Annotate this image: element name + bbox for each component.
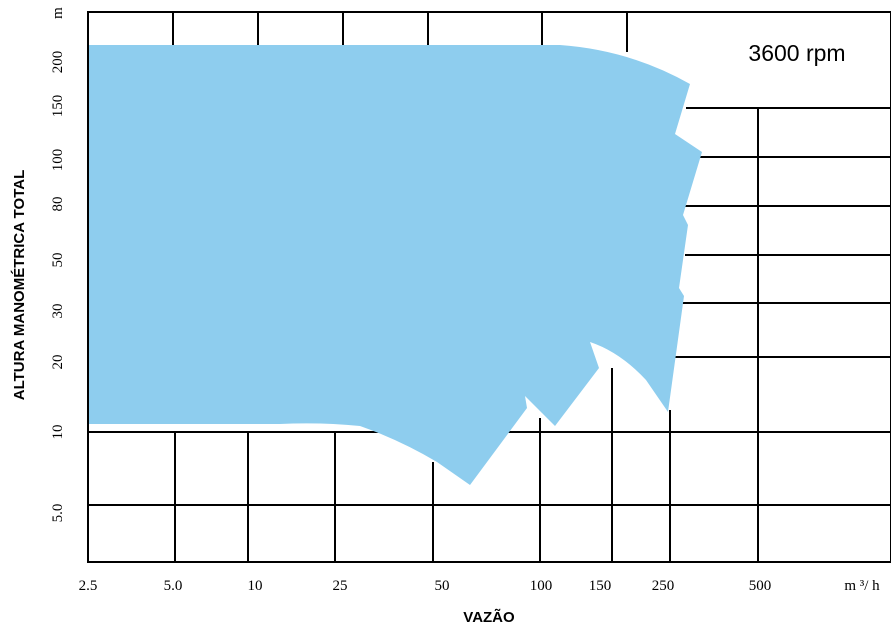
y-tick-label: 150	[50, 95, 66, 118]
y-tick-label: 50	[50, 253, 66, 268]
y-unit-label: m	[50, 7, 66, 19]
x-tick-label: 500	[749, 578, 772, 594]
rpm-annotation: 3600 rpm	[748, 40, 845, 66]
y-tick-label: 5.0	[50, 504, 66, 523]
x-tick-label: 2.5	[79, 578, 98, 594]
x-tick-label: 250	[652, 578, 675, 594]
y-tick-label: 10	[50, 425, 66, 440]
y-tick-label: 80	[50, 197, 66, 212]
x-tick-label: 10	[248, 578, 263, 594]
x-tick-label: 25	[333, 578, 348, 594]
y-axis-title: ALTURA MANOMÉTRICA TOTAL	[11, 170, 28, 401]
x-tick-label: 150	[589, 578, 612, 594]
y-tick-label: 20	[50, 355, 66, 370]
plot-frame	[87, 11, 891, 563]
x-axis-title: VAZÃO	[463, 608, 515, 626]
x-unit-label: m ³/ h	[844, 578, 880, 594]
y-tick-label: 30	[50, 304, 66, 319]
x-tick-labels: 2.5 5.0 10 25 50 100 150 250 500 m ³/ h	[79, 578, 881, 594]
x-tick-label: 50	[435, 578, 450, 594]
x-tick-label: 100	[530, 578, 553, 594]
y-tick-label: 100	[50, 149, 66, 172]
y-tick-labels: 5.0 10 20 30 50 80 100 150 200 m	[50, 7, 66, 523]
coverage-area	[88, 45, 702, 485]
x-tick-label: 5.0	[164, 578, 183, 594]
y-tick-label: 200	[50, 51, 66, 74]
